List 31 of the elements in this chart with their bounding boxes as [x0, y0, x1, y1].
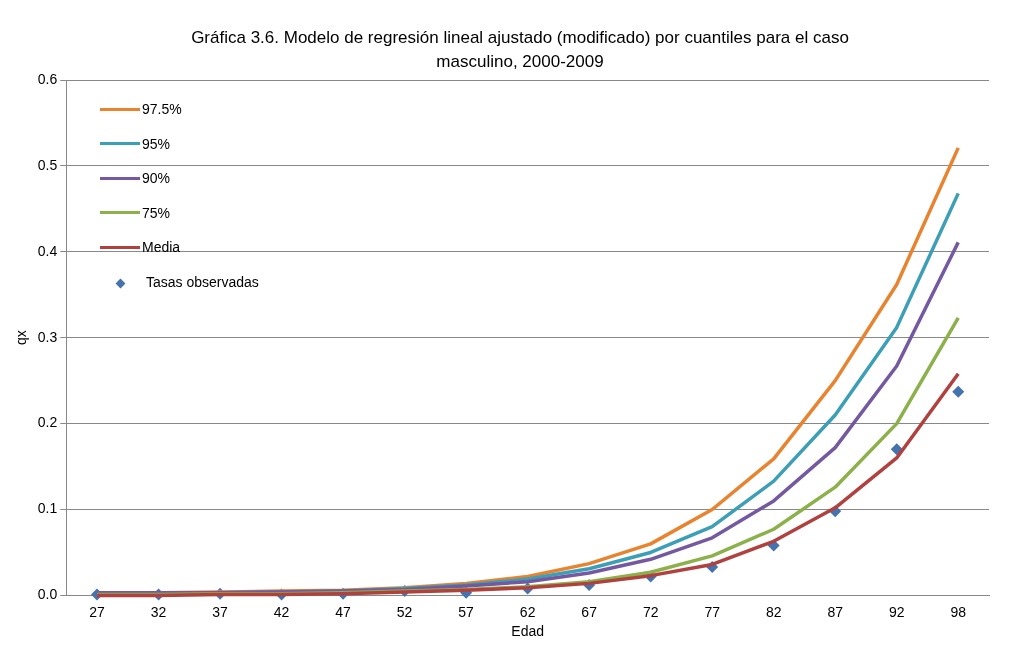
legend-label: Media — [142, 239, 181, 256]
chart-title: Gráfica 3.6. Modelo de regresión lineal ajustado (modificado) por cuantiles para el caso masculino, 2000-2009 — [190, 27, 850, 73]
x-axis-title: Edad — [511, 623, 544, 640]
x-tick-label: 32 — [150, 603, 167, 620]
x-tick-label: 98 — [950, 603, 967, 620]
x-tick-label: 47 — [335, 603, 352, 620]
x-tick-label: 42 — [273, 603, 290, 620]
x-tick-label: 52 — [396, 603, 413, 620]
legend-label: 97.5% — [142, 101, 182, 118]
x-tick-label: 37 — [212, 603, 229, 620]
x-tick-label: 27 — [89, 603, 106, 620]
y-tick-label: 0.3 — [37, 328, 58, 345]
x-tick-label: 72 — [642, 603, 659, 620]
y-tick-label: 0.2 — [37, 414, 58, 431]
x-tick-label: 77 — [704, 603, 721, 620]
legend-label: 90% — [142, 170, 171, 187]
x-tick-label: 92 — [888, 603, 905, 620]
y-axis-title: qx — [13, 330, 30, 346]
x-tick-label: 57 — [458, 603, 475, 620]
y-tick-label: 0.5 — [37, 156, 58, 173]
x-tick-label: 62 — [519, 603, 536, 620]
x-tick-label: 82 — [765, 603, 782, 620]
y-tick-label: 0.4 — [37, 242, 58, 259]
y-tick-label: 0.6 — [37, 70, 58, 87]
legend-label: Tasas observadas — [146, 273, 259, 290]
y-tick-label: 0.0 — [37, 586, 58, 603]
y-tick-label: 0.1 — [37, 500, 58, 517]
legend-label: 95% — [142, 135, 171, 152]
legend-label: 75% — [142, 204, 171, 221]
x-tick-label: 87 — [827, 603, 844, 620]
x-tick-label: 67 — [581, 603, 598, 620]
